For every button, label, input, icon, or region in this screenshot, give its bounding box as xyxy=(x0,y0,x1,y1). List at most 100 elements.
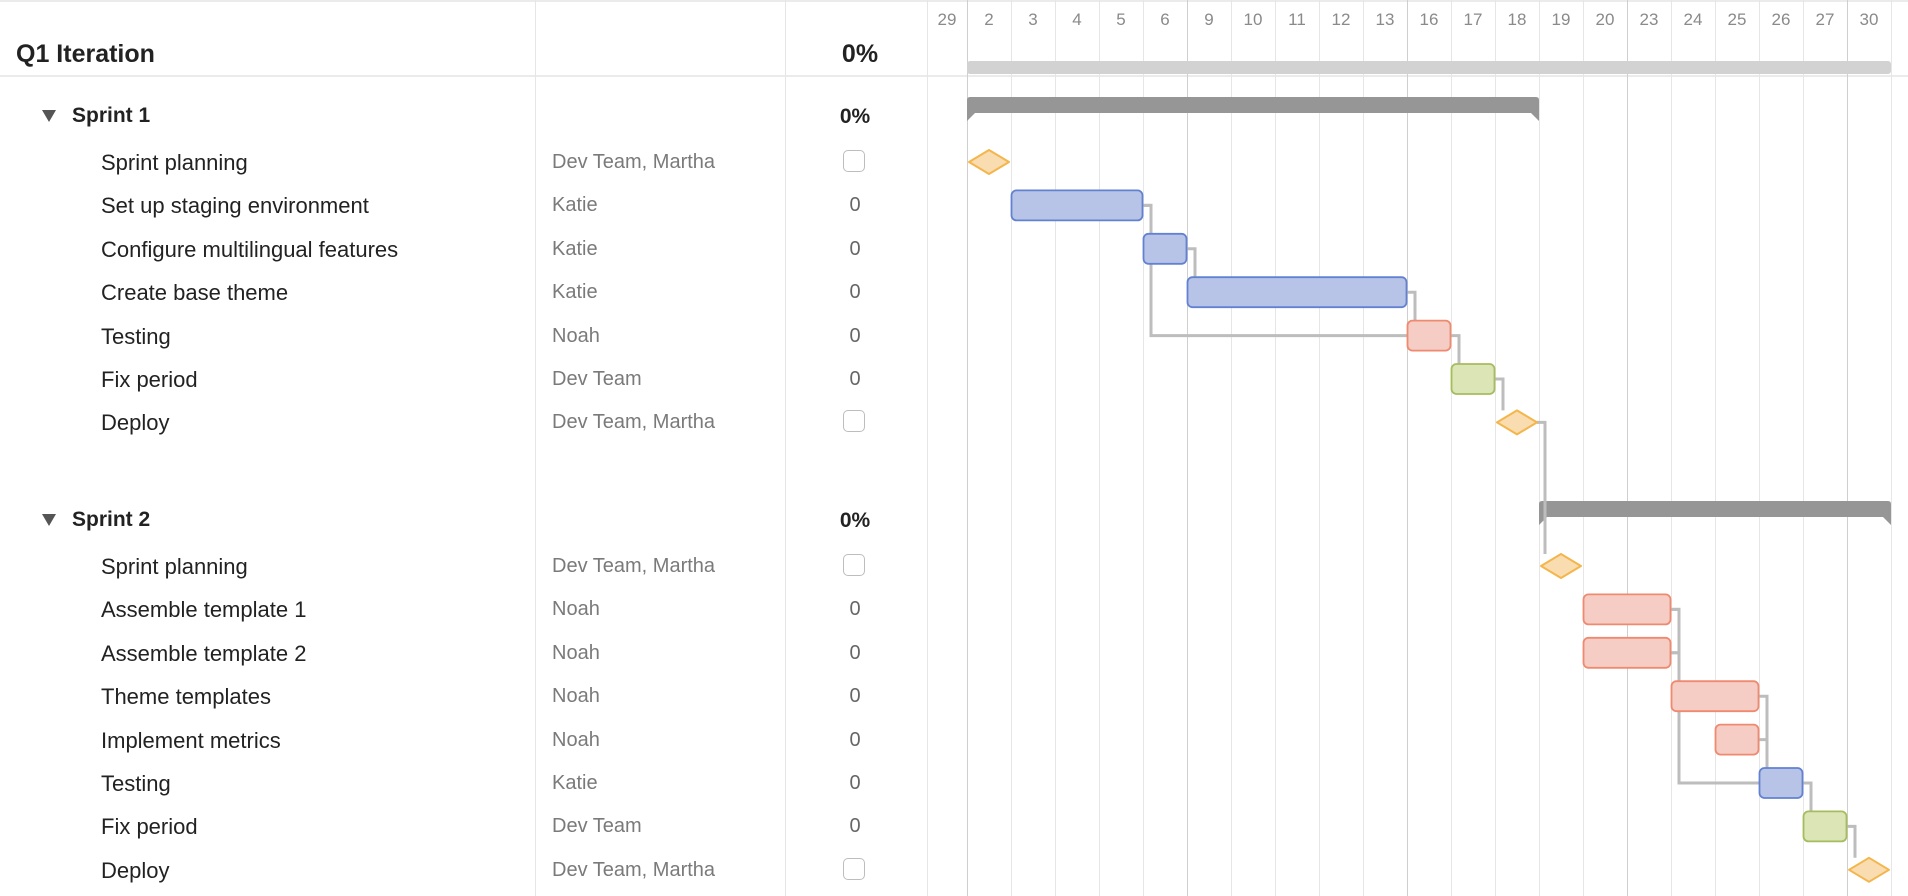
task-name: Testing xyxy=(101,771,171,796)
task-row[interactable]: Fix period Dev Team 0 xyxy=(0,805,927,848)
task-row[interactable]: Implement metrics Noah 0 xyxy=(0,719,927,762)
task-name: Testing xyxy=(101,323,171,349)
dependency-connector xyxy=(1537,420,1547,554)
task-bar xyxy=(1714,723,1760,756)
task-name: Deploy xyxy=(101,410,170,436)
task-bar xyxy=(1670,680,1760,713)
day-gridline xyxy=(1055,0,1056,896)
day-label: 23 xyxy=(1639,10,1659,29)
day-gridline xyxy=(1231,0,1232,896)
task-row[interactable]: Create base theme Katie 0 xyxy=(0,271,927,314)
milestone-checkbox[interactable] xyxy=(843,150,865,172)
day-gridline xyxy=(1363,0,1364,896)
milestone-diamond xyxy=(1496,409,1538,436)
task-row[interactable]: Deploy Dev Team, Martha xyxy=(0,849,927,892)
day-gridline xyxy=(1847,0,1848,896)
collapse-triangle-icon[interactable] xyxy=(42,514,56,526)
task-row[interactable]: Deploy Dev Team, Martha xyxy=(0,401,927,444)
project-title: Q1 Iteration xyxy=(16,40,155,68)
day-label: 20 xyxy=(1595,10,1615,29)
task-bar xyxy=(1406,319,1452,352)
task-name: Create base theme xyxy=(101,280,289,306)
task-row[interactable]: Set up staging environment Katie 0 xyxy=(0,184,927,227)
day-label: 4 xyxy=(1072,10,1082,29)
project-summary-bar xyxy=(967,61,1891,74)
day-label: 26 xyxy=(1771,10,1791,29)
task-name: Configure multilingual features xyxy=(101,236,399,262)
group-progress: 0% xyxy=(839,105,871,128)
dependency-connector xyxy=(1671,651,1759,785)
day-label: 6 xyxy=(1160,10,1170,29)
task-bar xyxy=(1802,810,1848,843)
day-label: 3 xyxy=(1028,10,1038,29)
group-name: Sprint 1 xyxy=(72,104,151,127)
task-assignee: Katie xyxy=(552,237,598,260)
day-gridline xyxy=(1143,0,1144,896)
task-value: 0 xyxy=(849,368,861,390)
task-row[interactable]: Testing Katie 0 xyxy=(0,762,927,805)
task-name: Assemble template 2 xyxy=(101,640,307,666)
task-assignee: Katie xyxy=(552,194,598,217)
task-row[interactable]: Configure multilingual features Katie 0 xyxy=(0,228,927,271)
day-gridline xyxy=(1275,0,1276,896)
task-bar xyxy=(1758,767,1804,799)
task-assignee: Noah xyxy=(552,728,600,751)
dependency-connector xyxy=(1143,203,1407,338)
day-gridline xyxy=(927,0,928,896)
day-label: 29 xyxy=(937,10,957,29)
dependency-connector xyxy=(1451,334,1461,364)
task-value: 0 xyxy=(849,598,861,621)
task-assignee: Dev Team xyxy=(552,815,642,838)
day-label: 9 xyxy=(1204,10,1214,29)
day-label: 18 xyxy=(1507,10,1527,29)
day-label: 10 xyxy=(1243,10,1263,29)
day-label: 13 xyxy=(1375,10,1395,29)
group-summary-bar xyxy=(1539,501,1891,525)
task-row[interactable]: Testing Noah 0 xyxy=(0,315,927,358)
task-name: Implement metrics xyxy=(101,727,281,753)
day-gridline xyxy=(1539,0,1540,896)
task-name: Deploy xyxy=(101,857,170,883)
group-summary-bar xyxy=(967,97,1539,121)
task-name: Fix period xyxy=(101,814,198,840)
task-assignee: Dev Team, Martha xyxy=(552,858,716,881)
group-row[interactable]: Sprint 2 0% xyxy=(0,499,927,542)
task-name: Sprint planning xyxy=(101,554,248,579)
day-label: 19 xyxy=(1551,10,1571,29)
day-label: 25 xyxy=(1727,10,1747,29)
project-progress: 0% xyxy=(841,40,879,68)
task-row[interactable]: Fix period Dev Team 0 xyxy=(0,358,927,401)
day-gridline xyxy=(1627,0,1628,896)
task-row[interactable]: Assemble template 2 Noah 0 xyxy=(0,632,927,675)
task-value: 0 xyxy=(849,815,861,838)
task-assignee: Katie xyxy=(552,772,598,794)
header-divider xyxy=(0,75,1908,77)
task-row[interactable]: Assemble template 1 Noah 0 xyxy=(0,588,927,631)
task-assignee: Noah xyxy=(552,641,600,664)
task-name: Fix period xyxy=(101,367,198,392)
collapse-triangle-icon[interactable] xyxy=(42,110,56,122)
column-divider xyxy=(535,0,536,896)
milestone-diamond xyxy=(968,149,1010,175)
group-name: Sprint 2 xyxy=(72,508,151,531)
milestone-checkbox[interactable] xyxy=(843,410,865,433)
task-value: 0 xyxy=(849,237,861,260)
task-row[interactable]: Sprint planning Dev Team, Martha xyxy=(0,545,927,588)
task-assignee: Noah xyxy=(552,685,600,708)
task-row[interactable]: Theme templates Noah 0 xyxy=(0,675,927,718)
task-value: 0 xyxy=(849,728,861,751)
milestone-checkbox[interactable] xyxy=(843,857,865,880)
day-gridline xyxy=(1011,0,1012,896)
task-name: Theme templates xyxy=(101,684,271,710)
group-row[interactable]: Sprint 1 0% xyxy=(0,95,927,138)
day-label: 30 xyxy=(1859,10,1879,29)
dependency-connector xyxy=(1187,247,1197,278)
task-bar xyxy=(1450,363,1496,395)
task-name: Assemble template 1 xyxy=(101,597,307,623)
milestone-checkbox[interactable] xyxy=(843,554,865,576)
dependency-connector xyxy=(1759,738,1769,768)
day-label: 17 xyxy=(1463,10,1483,29)
task-row[interactable]: Sprint planning Dev Team, Martha xyxy=(0,141,927,184)
milestone-diamond xyxy=(1540,553,1582,579)
task-assignee: Dev Team xyxy=(552,368,642,390)
